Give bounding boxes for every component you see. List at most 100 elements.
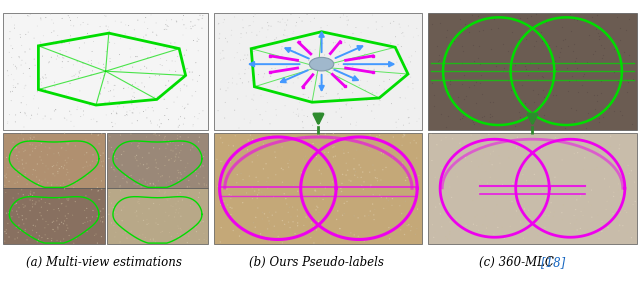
Point (188, 122, 198, 127)
Point (74, 71, 84, 75)
Point (317, 41, 328, 45)
Point (538, 75, 548, 80)
Point (308, 141, 318, 146)
Point (52, 160, 63, 165)
Point (311, 154, 321, 159)
Point (523, 234, 533, 239)
Point (317, 84, 328, 89)
Point (97, 131, 107, 136)
Point (288, 31, 298, 36)
Point (83, 22, 93, 27)
Point (44, 201, 54, 206)
Point (497, 186, 508, 190)
Point (184, 178, 194, 183)
Point (58, 221, 68, 226)
Point (173, 155, 184, 160)
Point (569, 17, 579, 21)
Point (109, 41, 120, 46)
Point (600, 177, 610, 181)
Point (49, 207, 59, 212)
Point (6, 159, 17, 163)
Point (264, 222, 275, 226)
Point (30, 224, 40, 228)
Point (471, 144, 481, 148)
Point (521, 37, 531, 42)
Point (31, 230, 42, 235)
Point (592, 25, 602, 29)
Point (61, 118, 72, 122)
Point (474, 179, 484, 183)
Point (59, 56, 69, 61)
Point (148, 146, 159, 150)
Point (161, 22, 171, 27)
Point (15, 141, 25, 146)
Point (106, 111, 116, 116)
Point (379, 206, 389, 211)
Point (130, 155, 140, 159)
Point (70, 144, 81, 148)
Point (42, 153, 52, 157)
Point (455, 141, 465, 146)
Point (226, 196, 236, 201)
Point (180, 105, 190, 110)
Point (244, 24, 254, 28)
Point (540, 196, 550, 200)
Point (92, 98, 102, 102)
Point (323, 120, 333, 125)
Point (301, 215, 311, 219)
Point (424, 215, 435, 220)
Point (234, 41, 244, 46)
Point (586, 203, 596, 208)
Point (172, 176, 182, 180)
Point (72, 15, 83, 20)
Point (40, 226, 50, 230)
Point (333, 62, 344, 67)
Point (500, 169, 510, 173)
Point (168, 204, 178, 209)
Point (134, 111, 145, 115)
Point (171, 202, 181, 206)
Point (62, 223, 72, 227)
Point (131, 54, 141, 59)
Point (47, 238, 57, 243)
Point (412, 119, 422, 124)
Point (171, 208, 181, 212)
Point (148, 188, 159, 192)
Point (475, 61, 485, 66)
Point (556, 46, 566, 50)
Point (99, 73, 109, 78)
Point (43, 167, 53, 171)
Point (461, 93, 471, 98)
Point (26, 189, 36, 193)
Point (433, 59, 444, 63)
Point (532, 233, 543, 238)
Point (118, 205, 129, 209)
Point (182, 217, 193, 221)
Point (66, 119, 76, 124)
Point (72, 105, 83, 109)
Point (141, 108, 151, 112)
Point (404, 222, 414, 227)
Point (79, 208, 90, 213)
Point (145, 75, 155, 80)
Point (317, 80, 328, 85)
Point (215, 240, 225, 244)
Point (43, 180, 53, 185)
Point (175, 89, 186, 93)
Point (319, 150, 330, 155)
Point (394, 22, 404, 27)
Point (244, 174, 255, 179)
Point (47, 183, 57, 187)
Point (254, 188, 264, 192)
Point (483, 158, 493, 163)
Point (127, 97, 137, 102)
Point (297, 85, 307, 89)
Point (108, 124, 118, 129)
Point (146, 55, 156, 60)
Point (377, 24, 387, 29)
Point (41, 15, 51, 20)
Point (594, 120, 604, 124)
Point (143, 221, 154, 226)
Point (109, 168, 119, 172)
Point (197, 16, 207, 21)
